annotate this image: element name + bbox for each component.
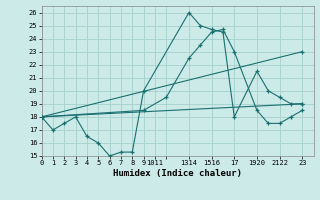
X-axis label: Humidex (Indice chaleur): Humidex (Indice chaleur): [113, 169, 242, 178]
